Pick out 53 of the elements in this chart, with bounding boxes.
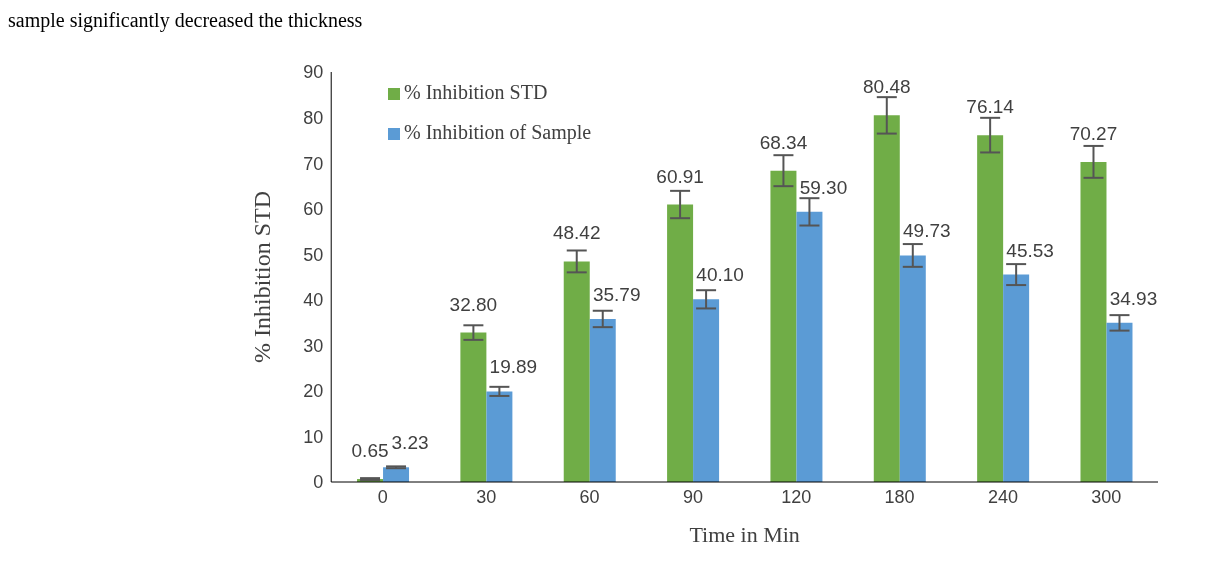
data-label: 48.42 [552, 222, 601, 244]
x-tick-label: 300 [1091, 486, 1122, 507]
y-tick-label: 70 [303, 153, 324, 174]
data-label: 34.93 [1109, 287, 1158, 309]
data-label: 76.14 [966, 96, 1015, 118]
bar [563, 261, 590, 482]
x-tick-label: 240 [987, 486, 1018, 507]
data-label: 49.73 [903, 220, 951, 242]
legend-label: % Inhibition of Sample [404, 121, 592, 143]
bar [770, 170, 797, 482]
data-label: 59.30 [799, 176, 848, 198]
y-tick-label: 60 [303, 199, 324, 220]
x-tick-label: 60 [579, 486, 600, 507]
bar [667, 204, 694, 482]
y-tick-label: 0 [313, 472, 324, 493]
data-label: 45.53 [1006, 239, 1054, 261]
bar [1080, 161, 1107, 482]
y-tick-label: 50 [303, 244, 324, 265]
data-label: 60.91 [656, 165, 704, 187]
x-tick-label: 180 [884, 486, 915, 507]
bar [899, 255, 926, 482]
data-label: 19.89 [489, 356, 538, 378]
bar [693, 299, 720, 482]
x-axis-title: Time in Min [689, 522, 800, 547]
bar [1003, 274, 1030, 482]
data-label: 68.34 [759, 131, 808, 153]
bar [796, 211, 823, 482]
bar [977, 135, 1004, 482]
y-tick-label: 40 [303, 290, 324, 311]
data-label: 40.10 [696, 264, 744, 286]
x-tick-label: 30 [476, 486, 497, 507]
data-label: 0.65 [351, 440, 389, 462]
y-tick-label: 10 [303, 426, 324, 447]
x-tick-label: 0 [377, 486, 388, 507]
bar [589, 318, 616, 482]
y-tick-label: 20 [303, 381, 324, 402]
bar [873, 115, 900, 482]
data-label: 80.48 [863, 76, 911, 98]
bar [486, 391, 513, 482]
x-tick-label: 90 [682, 486, 703, 507]
data-label: 3.23 [391, 432, 429, 454]
data-label: 70.27 [1069, 122, 1118, 144]
text: sample significantly decreased the thickness [8, 8, 364, 32]
y-axis-title: % Inhibition STD [248, 191, 275, 363]
y-tick-label: 80 [303, 107, 324, 128]
data-label: 32.80 [449, 293, 498, 315]
legend-label: % Inhibition STD [404, 81, 548, 103]
x-tick-label: 120 [781, 486, 812, 507]
bar [1106, 322, 1133, 482]
y-tick-label: 30 [303, 335, 324, 356]
y-tick-label: 90 [303, 62, 324, 83]
bar [460, 332, 487, 482]
data-label: 35.79 [592, 283, 641, 305]
